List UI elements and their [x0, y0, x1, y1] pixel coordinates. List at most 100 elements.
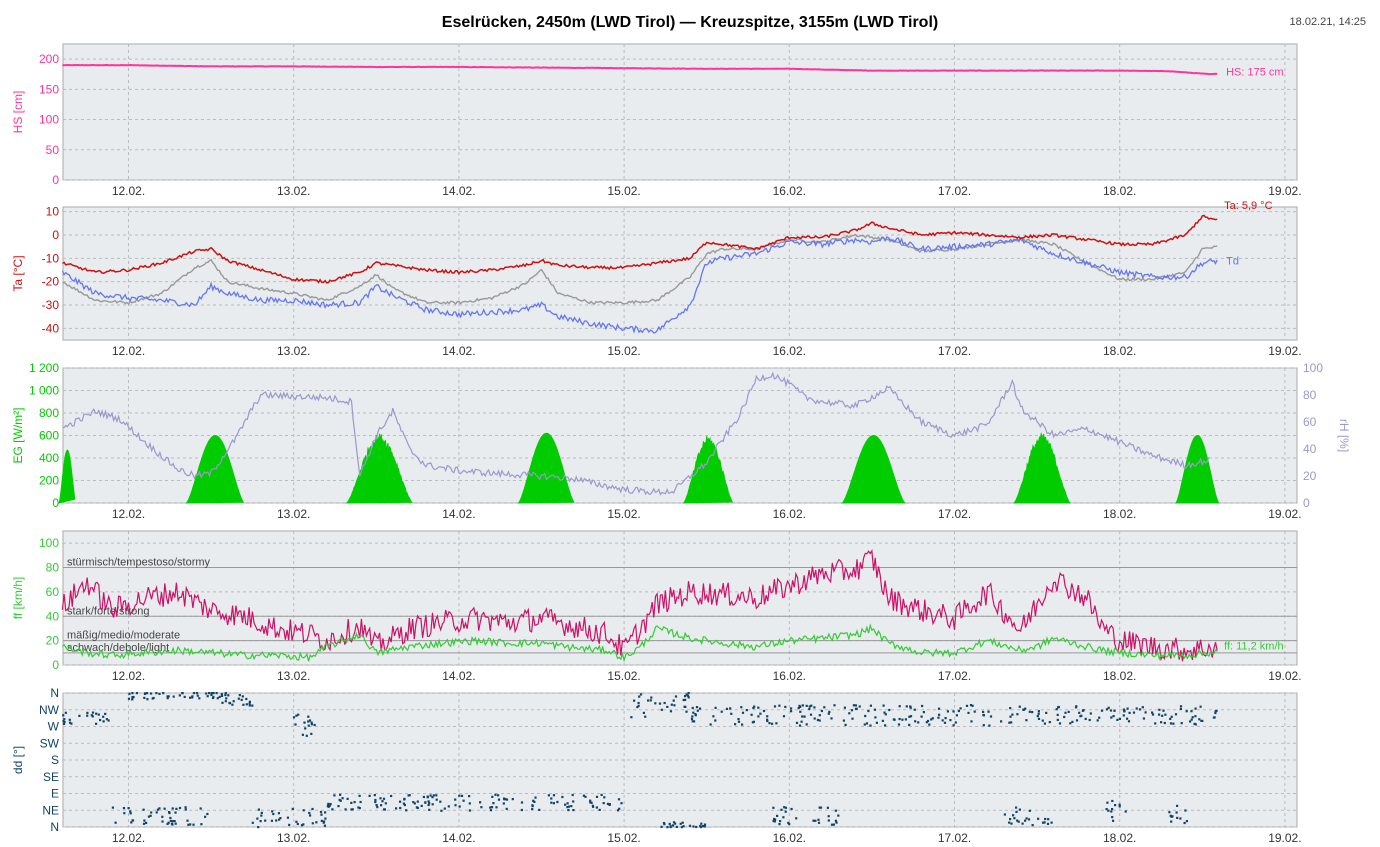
dd-point — [416, 800, 419, 803]
dd-point — [668, 822, 671, 825]
dd-point — [931, 717, 934, 720]
dd-point — [1084, 717, 1087, 720]
hs-line — [62, 63, 1218, 76]
dd-point — [142, 808, 145, 811]
dd-point — [801, 704, 804, 707]
dd-point — [741, 711, 745, 714]
dd-point — [908, 723, 911, 726]
dd-point — [649, 699, 652, 702]
dd-point — [1170, 715, 1173, 718]
dd-point — [146, 698, 149, 701]
dd-point — [858, 705, 861, 708]
dd-point — [685, 710, 688, 713]
y-tick-label: 100 — [39, 536, 59, 550]
dd-point — [1185, 710, 1188, 713]
dd-point — [590, 801, 593, 804]
dd-point — [210, 693, 213, 696]
dd-point — [220, 694, 224, 697]
dd-point — [534, 796, 537, 799]
dd-point — [152, 696, 155, 700]
x-tick-label: 17.02. — [938, 344, 971, 358]
dd-point — [315, 821, 318, 824]
dd-point — [1174, 713, 1178, 716]
dd-point — [1012, 814, 1015, 817]
dd-point — [1037, 712, 1040, 715]
dd-point — [1037, 817, 1040, 820]
dd-point — [737, 720, 741, 723]
dd-point — [695, 825, 698, 829]
dd-point — [305, 734, 308, 737]
x-tick-label: 16.02. — [773, 831, 806, 845]
y-tick-label: 10 — [46, 205, 60, 219]
dd-point — [1111, 808, 1114, 811]
x-tick-label: 12.02. — [112, 344, 145, 358]
dd-point — [1098, 716, 1101, 719]
dd-point — [458, 794, 461, 797]
dd-point — [1170, 820, 1173, 823]
dd-point — [416, 806, 419, 809]
x-tick-label: 19.02. — [1268, 184, 1301, 198]
dd-point — [241, 695, 244, 698]
dd-point — [741, 723, 744, 726]
dd-point — [808, 705, 811, 708]
dd-point — [491, 795, 494, 798]
dd-point — [552, 802, 555, 805]
dd-point — [322, 821, 325, 824]
dd-point — [642, 711, 645, 714]
dd-point — [503, 798, 506, 801]
dd-point — [131, 696, 135, 699]
dd-point — [288, 823, 291, 826]
rh-line — [62, 371, 1210, 496]
dd-point — [570, 805, 573, 808]
dd-point — [957, 709, 960, 713]
dd-point — [292, 716, 296, 719]
x-tick-label: 17.02. — [938, 184, 971, 198]
dd-point — [296, 822, 299, 826]
dd-point — [1112, 819, 1115, 822]
dd-point — [144, 692, 147, 695]
dd-point — [533, 800, 536, 803]
dd-point — [1057, 705, 1060, 709]
dd-point — [1028, 710, 1031, 713]
dd-point — [703, 825, 706, 828]
ff-end-label: ff: 11,2 km/h — [1224, 641, 1284, 653]
dd-point — [454, 804, 457, 807]
y2-tick-label: 40 — [1303, 442, 1317, 456]
x-tick-label: 17.02. — [938, 831, 971, 845]
y-tick-label: SE — [43, 770, 59, 784]
dd-point — [595, 795, 599, 798]
dd-point — [232, 700, 235, 703]
y2-tick-label: 20 — [1303, 469, 1317, 483]
dd-point — [309, 814, 312, 817]
dd-point — [603, 796, 606, 799]
dd-point — [938, 713, 941, 716]
dd-point — [149, 814, 152, 817]
dd-point — [1027, 818, 1031, 821]
x-tick-label: 18.02. — [1103, 344, 1136, 358]
dd-point — [672, 699, 675, 702]
dd-point — [181, 692, 184, 695]
dd-point — [909, 715, 913, 718]
x-tick-label: 15.02. — [607, 669, 640, 683]
dd-point — [1043, 722, 1046, 725]
dd-point — [663, 701, 666, 705]
y-axis-label: ff [km/h] — [11, 577, 25, 619]
dd-point — [403, 803, 406, 807]
y-tick-label: -10 — [42, 251, 60, 265]
dd-point — [1008, 721, 1011, 724]
dd-point — [729, 707, 732, 710]
dd-point — [158, 807, 161, 810]
dd-point — [381, 800, 384, 803]
dd-point — [163, 807, 166, 810]
dd-point — [171, 807, 174, 810]
dd-point — [680, 826, 683, 829]
dd-point — [1123, 710, 1126, 713]
dd-point — [260, 814, 263, 817]
dd-point — [460, 794, 464, 797]
dd-point — [1088, 718, 1091, 722]
dd-point — [302, 823, 305, 826]
dd-point — [784, 810, 787, 813]
dd-point — [888, 708, 891, 712]
dd-point — [884, 713, 887, 716]
dd-point — [431, 796, 434, 799]
